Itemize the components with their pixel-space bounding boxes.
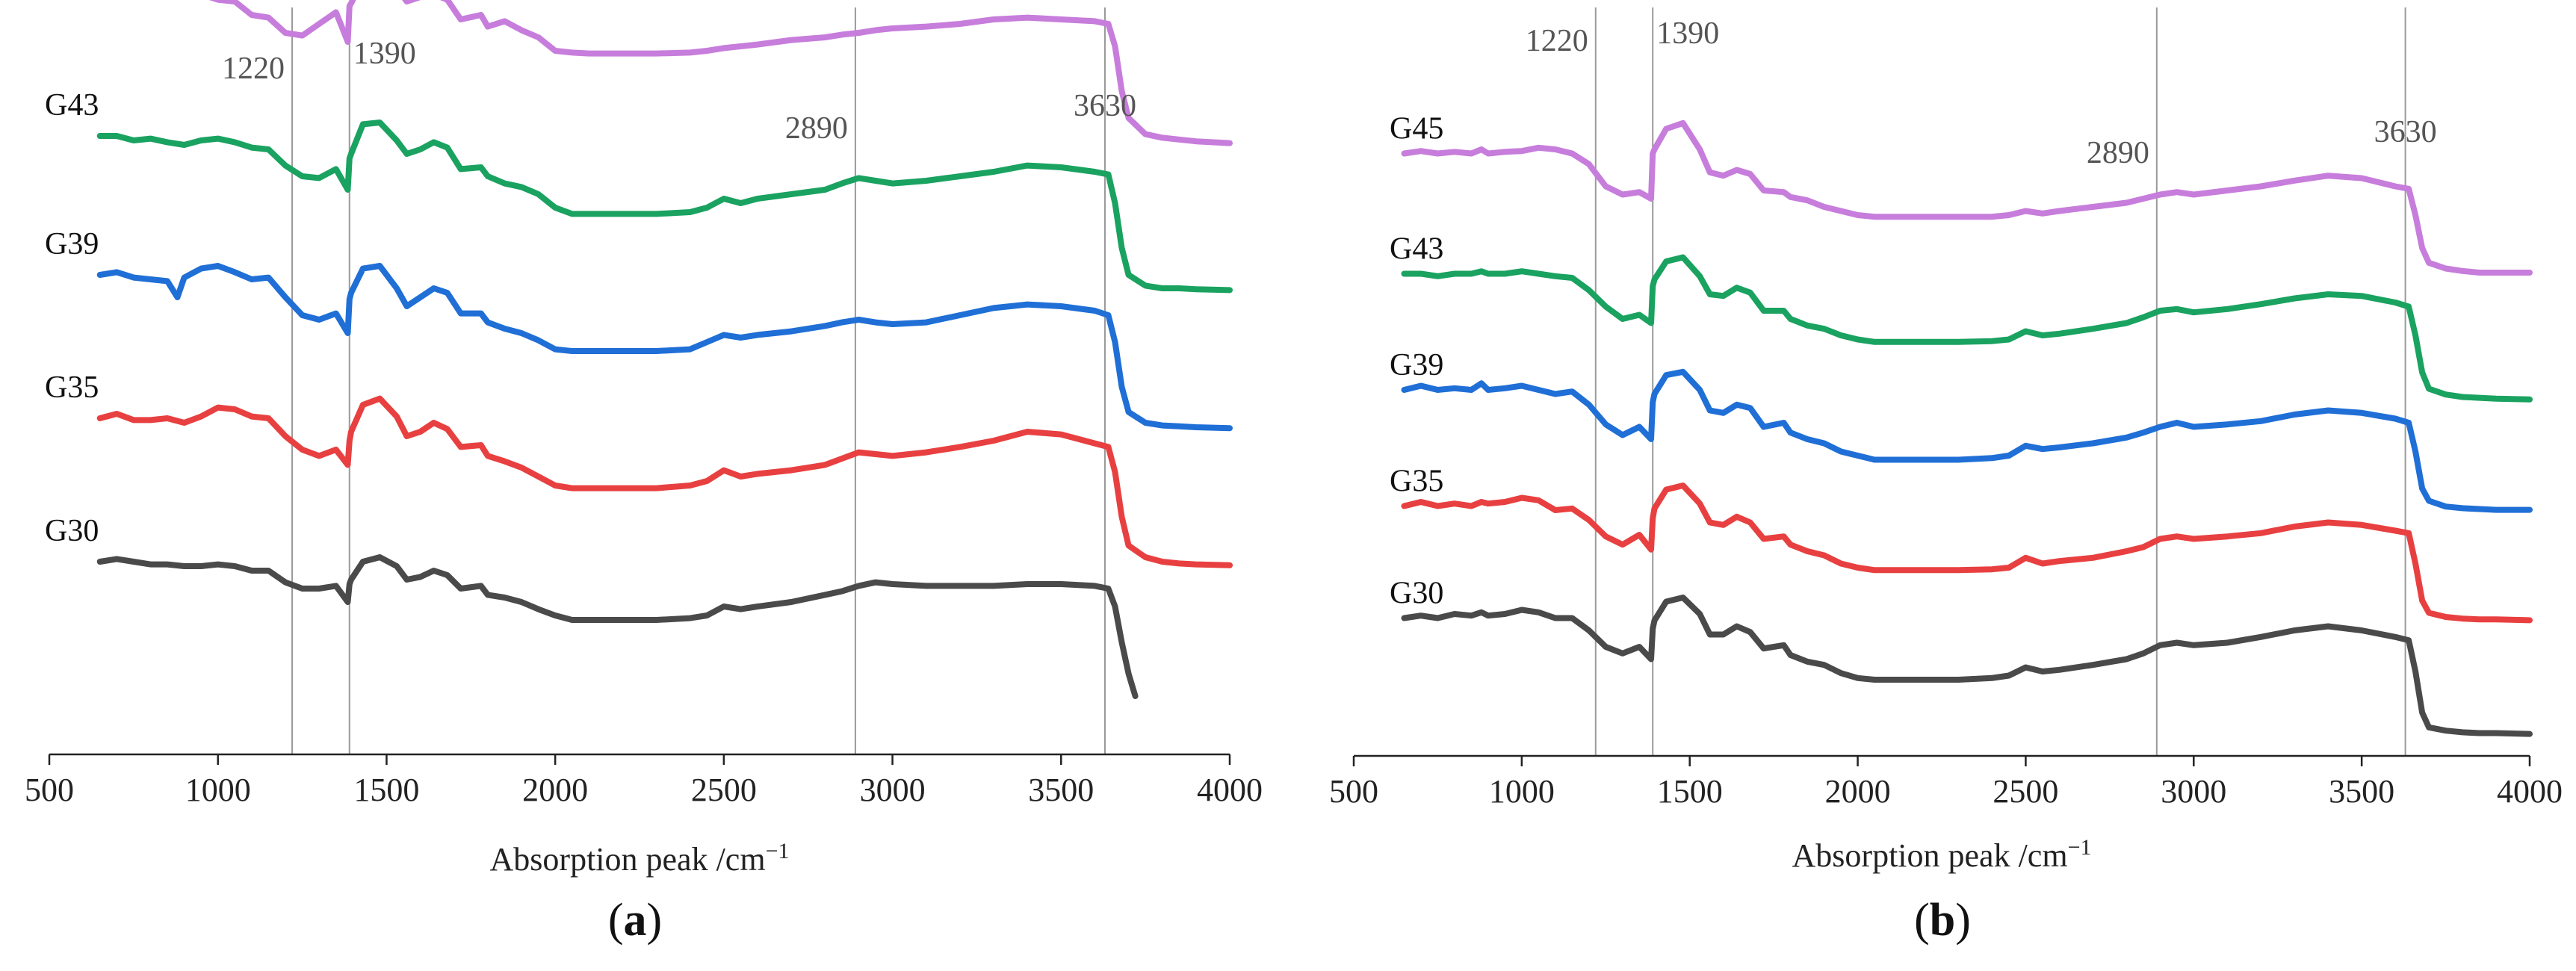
x-axis-title-text: Absorption peak /cm bbox=[1792, 837, 2068, 874]
peak-label-1390: 1390 bbox=[1656, 16, 1719, 51]
x-tick-label-3000: 3000 bbox=[860, 772, 926, 808]
panel-a: G45G43G39G35G301220139028903630500100015… bbox=[25, 0, 1263, 946]
panel-letter: a bbox=[624, 895, 647, 946]
spectrum-line-g45 bbox=[1401, 120, 2533, 276]
peak-label-2890: 2890 bbox=[2087, 136, 2149, 170]
spectrum-line-g45 bbox=[208, 0, 1233, 146]
series-label-g35: G35 bbox=[45, 370, 99, 405]
series-label-g30: G30 bbox=[1390, 577, 1443, 611]
series-label-g39: G39 bbox=[45, 227, 99, 261]
x-axis-title: Absorption peak /cm−1 bbox=[490, 839, 790, 878]
peak-label-1390: 1390 bbox=[353, 37, 416, 71]
spectrum-line-g39 bbox=[1401, 368, 2533, 513]
x-tick-label-2500: 2500 bbox=[1993, 773, 2058, 810]
panel-b: G45 G43 G39 G35 G30 1220 1390 2890 3630 500 1000 15… bbox=[1329, 7, 2563, 946]
x-tick-label-1500: 1500 bbox=[353, 772, 419, 808]
peak-label-2890: 2890 bbox=[785, 111, 848, 146]
x-tick-label-500: 500 bbox=[25, 772, 74, 808]
peak-label-1220: 1220 bbox=[222, 52, 285, 86]
x-tick-label-3000: 3000 bbox=[2161, 773, 2226, 810]
series-label-g43: G43 bbox=[45, 88, 99, 122]
spectrum-line-g43 bbox=[1401, 254, 2533, 403]
x-tick-label-3500: 3500 bbox=[2329, 773, 2394, 810]
x-tick-label-4000: 4000 bbox=[1197, 772, 1263, 808]
series-label-g30: G30 bbox=[45, 514, 99, 548]
x-axis-title: Absorption peak /cm−1 bbox=[1792, 835, 2092, 874]
x-tick-label-1000: 1000 bbox=[1489, 773, 1555, 810]
x-tick-label-4000: 4000 bbox=[2497, 773, 2563, 810]
spectrum-line-g39 bbox=[96, 263, 1233, 432]
x-axis-title-superscript: −1 bbox=[2068, 835, 2092, 860]
peak-label-3630: 3630 bbox=[2374, 115, 2437, 149]
series-label-g45: G45 bbox=[1390, 112, 1443, 146]
x-tick-label-3500: 3500 bbox=[1028, 772, 1094, 808]
spectrum-line-g43 bbox=[96, 120, 1233, 294]
panel-letter: b bbox=[1930, 895, 1955, 946]
x-tick-label-1500: 1500 bbox=[1657, 773, 1723, 810]
panel-label-a: (a) bbox=[608, 895, 662, 946]
x-axis-title-superscript: −1 bbox=[766, 839, 790, 863]
series-label-g35: G35 bbox=[1390, 465, 1443, 499]
peak-label-3630: 3630 bbox=[1074, 89, 1136, 123]
x-tick-label-2000: 2000 bbox=[522, 772, 588, 808]
x-tick-label-1000: 1000 bbox=[185, 772, 251, 808]
panel-label-b: (b) bbox=[1914, 895, 1971, 946]
spectrum-line-g30 bbox=[96, 554, 1139, 699]
spectrum-line-g30 bbox=[1401, 595, 2533, 737]
x-tick-label-2500: 2500 bbox=[691, 772, 757, 808]
spectrum-line-g35 bbox=[1401, 483, 2533, 624]
spectrum-line-g35 bbox=[96, 395, 1233, 568]
x-tick-label-500: 500 bbox=[1329, 773, 1378, 810]
x-axis-title-text: Absorption peak /cm bbox=[490, 841, 766, 878]
series-label-g39: G39 bbox=[1390, 348, 1443, 382]
peak-label-1220: 1220 bbox=[1526, 24, 1588, 58]
x-tick-label-2000: 2000 bbox=[1825, 773, 1891, 810]
series-label-g43: G43 bbox=[1390, 232, 1443, 267]
